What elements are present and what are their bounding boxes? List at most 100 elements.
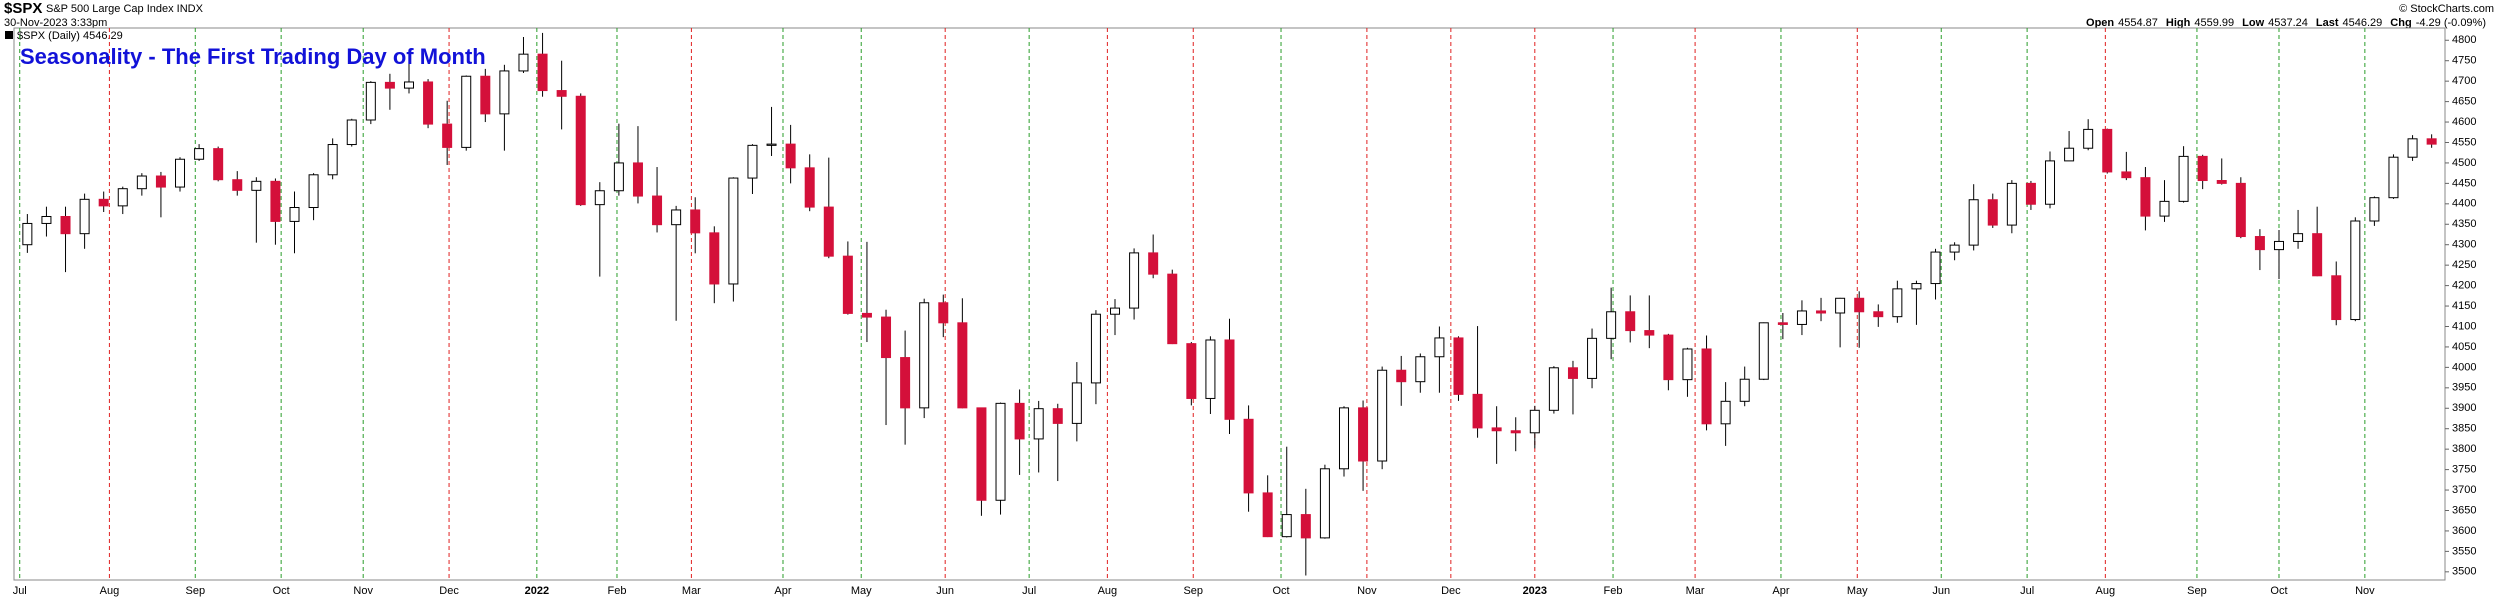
- quote-value: 4554.87: [2118, 17, 2158, 29]
- x-tick-label: Oct: [2270, 585, 2287, 597]
- x-tick-label: Jun: [936, 585, 954, 597]
- candle-body: [2273, 240, 2284, 251]
- candle-body: [632, 162, 643, 197]
- y-tick-label: 3800: [2452, 443, 2476, 455]
- x-tick-label: 2022: [525, 585, 549, 597]
- y-tick-label: 4400: [2452, 198, 2476, 210]
- y-tick-label: 3600: [2452, 525, 2476, 537]
- candle-body: [1377, 369, 1388, 462]
- candle-body: [518, 53, 529, 72]
- candle-body: [232, 179, 243, 191]
- y-tick-label: 4550: [2452, 136, 2476, 148]
- candle-body: [881, 316, 892, 359]
- candle-body: [1415, 356, 1426, 383]
- y-tick-label: 3750: [2452, 464, 2476, 476]
- candle-body: [2254, 236, 2265, 251]
- candle-body: [709, 232, 720, 285]
- candle-body: [98, 198, 109, 207]
- x-tick-label: Aug: [1098, 585, 1118, 597]
- candle-body: [2006, 182, 2017, 226]
- candle-body: [270, 180, 281, 222]
- candle-body: [365, 81, 376, 121]
- month-lines: Jul Aug Sep Oct Nov Dec 2022 Feb Mar Apr May Jun Jul…: [13, 28, 2375, 597]
- y-tick-label: 4050: [2452, 341, 2476, 353]
- candle-body: [613, 162, 624, 192]
- candle-body: [1052, 408, 1063, 424]
- candle-body: [594, 190, 605, 206]
- candle-body: [384, 81, 395, 89]
- candle-body: [1186, 343, 1197, 399]
- candle-body: [900, 357, 911, 409]
- candle-body: [1434, 337, 1445, 358]
- candle-body: [1911, 283, 1922, 290]
- candle-body: [79, 198, 90, 235]
- x-tick-label: May: [1847, 585, 1868, 597]
- candle-body: [213, 148, 224, 181]
- candle-body: [2388, 156, 2399, 199]
- x-tick-label: Apr: [1772, 585, 1789, 597]
- plot-frame: [13, 27, 2446, 581]
- candle-body: [1625, 311, 1636, 332]
- x-tick-label: Oct: [1272, 585, 1289, 597]
- date: 30-Nov-2023 3:33pm: [4, 17, 107, 29]
- candle-body: [175, 158, 186, 188]
- candle-body: [1873, 311, 1884, 318]
- x-tick-label: Apr: [774, 585, 791, 597]
- candle-body: [2407, 138, 2418, 158]
- candle-body: [2350, 220, 2361, 321]
- y-tick-label: 3500: [2452, 566, 2476, 578]
- candle-body: [1777, 322, 1788, 325]
- candle-body: [499, 70, 510, 115]
- candle-body: [480, 75, 491, 115]
- candle-body: [1606, 311, 1617, 339]
- candle-body: [155, 175, 166, 188]
- candle-body: [2045, 160, 2056, 205]
- candle-body: [2331, 275, 2342, 321]
- candle-body: [1949, 244, 1960, 253]
- y-tick-label: 3900: [2452, 402, 2476, 414]
- candle-body: [1701, 348, 1712, 425]
- candle-body: [1758, 322, 1769, 380]
- y-tick-label: 4350: [2452, 218, 2476, 230]
- candle-body: [1548, 367, 1559, 411]
- y-tick-label: 4100: [2452, 320, 2476, 332]
- candle-body: [60, 215, 71, 235]
- x-tick-label: Nov: [2355, 585, 2375, 597]
- candle-body: [41, 215, 52, 224]
- y-tick-label: 4750: [2452, 55, 2476, 67]
- candle-body: [1739, 378, 1750, 402]
- y-axis: 3500 3550 3600 3650 3700 3750 3800 3850 3900 3950…: [2445, 34, 2476, 578]
- candle-body: [2426, 138, 2437, 145]
- candle-body: [461, 75, 472, 148]
- symbol: $SPX: [4, 0, 42, 17]
- candle-body: [1358, 407, 1369, 462]
- candle-body: [2121, 171, 2132, 179]
- candle-body: [1167, 273, 1178, 345]
- candle-body: [1835, 297, 1846, 314]
- candle-body: [747, 144, 758, 179]
- candle-body: [938, 302, 949, 324]
- candle-body: [804, 167, 815, 208]
- candle-body: [823, 206, 834, 257]
- x-tick-label: 2023: [1523, 585, 1547, 597]
- candle-body: [2197, 155, 2208, 182]
- x-tick-label: Sep: [1183, 585, 1203, 597]
- candle-body: [1281, 514, 1292, 538]
- y-tick-label: 4800: [2452, 34, 2476, 46]
- candle-body: [1529, 409, 1540, 434]
- candle-body: [1930, 251, 1941, 285]
- x-tick-label: May: [851, 585, 872, 597]
- y-tick-label: 4150: [2452, 300, 2476, 312]
- y-tick-label: 3650: [2452, 504, 2476, 516]
- x-tick-label: Jun: [1932, 585, 1950, 597]
- candle-body: [22, 222, 33, 246]
- y-tick-label: 3700: [2452, 484, 2476, 496]
- candle-body: [652, 195, 663, 226]
- x-tick-label: Oct: [273, 585, 290, 597]
- quote-label: High: [2166, 17, 2191, 29]
- candle-body: [117, 188, 128, 207]
- candle-body: [690, 209, 701, 234]
- candle-body: [1129, 252, 1140, 309]
- x-tick-label: Nov: [353, 585, 373, 597]
